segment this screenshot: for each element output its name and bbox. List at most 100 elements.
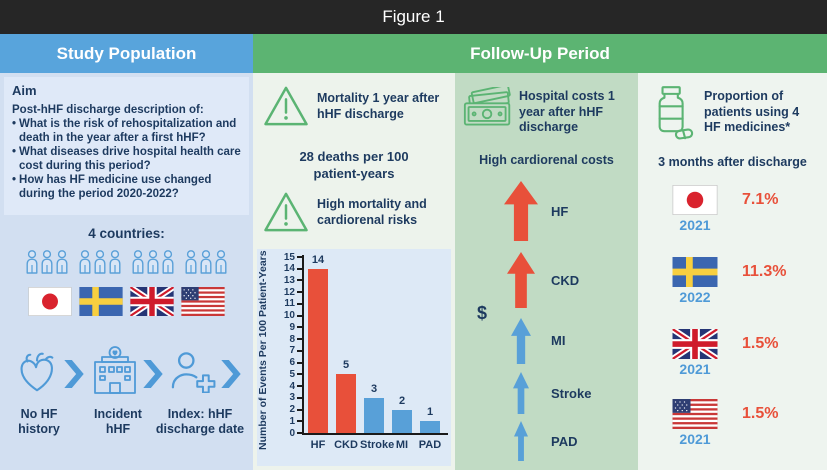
follow-up-header: Follow-Up Period xyxy=(253,34,827,73)
percentage-value: 1.5% xyxy=(742,405,779,422)
chart-y-tick-label: 1 xyxy=(289,415,295,427)
chart-y-tick: 14 xyxy=(273,263,302,275)
bar-value-label: 5 xyxy=(342,359,350,372)
year-label: 2022 xyxy=(679,289,711,305)
bullet-dot: • xyxy=(12,146,17,159)
uk-flag-icon xyxy=(130,287,174,316)
population-icons-row xyxy=(0,249,253,275)
journey-step-label-2: Incident hHF xyxy=(94,407,142,436)
bar-mi xyxy=(392,409,412,433)
chart-y-tick: 3 xyxy=(273,392,302,404)
chart-y-tick-label: 14 xyxy=(283,263,295,275)
up-arrow-icon xyxy=(503,372,539,414)
percentage-value: 11.3% xyxy=(742,263,787,280)
cost-item-label: MI xyxy=(551,333,566,348)
chart-y-tick: 4 xyxy=(273,380,302,392)
tick-mark xyxy=(297,408,302,411)
chart-y-tick-label: 6 xyxy=(289,357,295,369)
bar-category-label: HF xyxy=(310,439,326,451)
tick-mark xyxy=(297,432,302,434)
up-arrow-icon xyxy=(503,317,539,364)
medicines-row-uk: 2021 1.5% xyxy=(638,329,827,395)
costs-callout: Hospital costs 1 year after hHF discharg… xyxy=(455,87,638,136)
bar-value-label: 1 xyxy=(426,406,434,419)
usa-flag-icon xyxy=(181,287,225,316)
country-flags-row xyxy=(0,287,253,316)
cost-item-label: Stroke xyxy=(551,385,592,401)
cost-item-label: CKD xyxy=(551,272,580,288)
year-label: 2021 xyxy=(679,431,711,447)
chart-y-axis-label: Number of Events Per 100 Patient-Years xyxy=(257,250,269,451)
bar-hf xyxy=(308,268,328,433)
chart-y-tick-label: 7 xyxy=(289,345,295,357)
risk-callout: High mortality and cardiorenal risks xyxy=(253,191,455,233)
chart-y-tick: 10 xyxy=(273,310,302,322)
chart-y-tick-label: 11 xyxy=(284,298,295,310)
flag-and-year: 2022 xyxy=(672,257,718,305)
chart-y-tick: 15 xyxy=(273,251,302,263)
cost-item-mi: MI xyxy=(455,313,638,368)
chart-y-tick: 1 xyxy=(273,415,302,427)
chart-y-tick-label: 4 xyxy=(289,380,295,392)
aim-bullet-3: • How has HF medicine use changed during … xyxy=(12,173,241,201)
tick-mark xyxy=(297,385,302,388)
flag-and-year: 2021 xyxy=(672,185,718,233)
medicines-row-japan: 2021 7.1% xyxy=(638,185,827,251)
chevron-right-icon xyxy=(63,360,85,388)
uk-flag-icon xyxy=(672,329,718,359)
chart-y-tick-label: 12 xyxy=(283,286,295,298)
chart-y-tick-label: 13 xyxy=(283,274,295,286)
people-group-icon xyxy=(26,250,68,274)
warning-icon xyxy=(264,86,308,126)
risk-callout-text: High mortality and cardiorenal risks xyxy=(317,197,427,227)
flag-and-year: 2021 xyxy=(672,329,718,377)
mortality-column: Mortality 1 year after hHF discharge 28 … xyxy=(253,73,455,470)
aim-bullet-2-text: What diseases drive hospital health care… xyxy=(19,146,241,173)
chart-y-tick: 8 xyxy=(273,333,302,345)
medicines-column: Proportion of patients using 4 HF medici… xyxy=(638,73,827,470)
sweden-flag-icon xyxy=(672,257,718,287)
aim-bullet-3-text: How has HF medicine use changed during t… xyxy=(19,174,212,201)
study-population-panel: Aim Post-hHF discharge description of: •… xyxy=(0,73,253,470)
journey-step-label-1: No HF history xyxy=(18,407,60,436)
chart-y-tick-label: 0 xyxy=(289,427,295,439)
tick-mark xyxy=(297,314,302,317)
chart-y-axis xyxy=(302,255,304,435)
flag-and-year: 2021 xyxy=(672,399,718,447)
bullet-dot: • xyxy=(12,174,17,187)
chart-y-tick: 13 xyxy=(273,274,302,286)
chart-y-tick: 0 xyxy=(273,427,302,439)
figure-title-bar: Figure 1 xyxy=(0,0,827,34)
japan-flag-icon xyxy=(672,185,718,215)
chart-y-tick: 2 xyxy=(273,404,302,416)
hospital-icon xyxy=(94,346,136,394)
aim-bullet-1: • What is the risk of rehospitalization a… xyxy=(12,117,241,145)
heart-icon xyxy=(20,352,54,392)
tick-mark xyxy=(297,256,302,258)
follow-up-header-label: Follow-Up Period xyxy=(470,43,610,63)
up-arrow-icon xyxy=(503,181,539,241)
bar-ckd xyxy=(336,374,356,433)
tick-mark xyxy=(297,361,302,364)
people-group-icon xyxy=(79,250,121,274)
bullet-dot: • xyxy=(12,118,17,131)
medicines-subtitle: 3 months after discharge xyxy=(658,155,807,169)
year-label: 2021 xyxy=(679,217,711,233)
chart-y-tick: 11 xyxy=(273,298,302,310)
medicines-callout: Proportion of patients using 4 HF medici… xyxy=(638,85,827,141)
usa-flag-icon xyxy=(672,399,718,429)
medicines-row-usa: 2021 1.5% xyxy=(638,399,827,465)
tick-mark xyxy=(297,396,302,399)
chart-y-tick-label: 3 xyxy=(289,392,295,404)
percentage-value: 7.1% xyxy=(742,191,779,208)
chart-y-tick: 9 xyxy=(273,321,302,333)
tick-mark xyxy=(297,338,302,341)
mortality-stat: 28 deaths per 100 patient-years xyxy=(253,149,455,183)
japan-flag-icon xyxy=(28,287,72,316)
warning-icon xyxy=(264,192,308,232)
bar-category-label: MI xyxy=(395,439,409,451)
pill-bottle-icon xyxy=(658,86,694,140)
bar-chart: Number of Events Per 100 Patient-Years 0… xyxy=(257,249,451,466)
bar-stroke xyxy=(364,397,384,433)
